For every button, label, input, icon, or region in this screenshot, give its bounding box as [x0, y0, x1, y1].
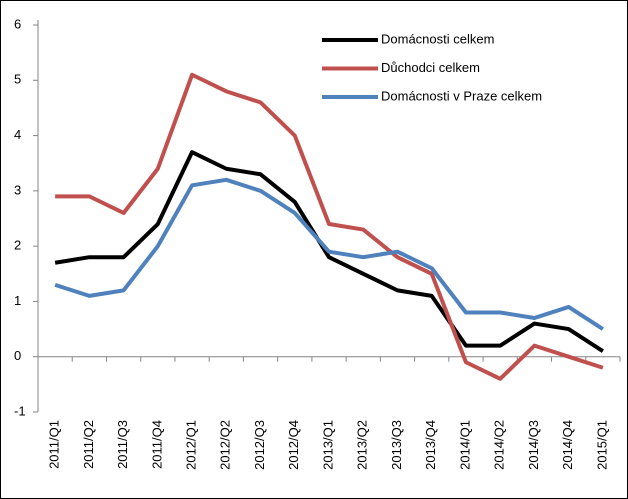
x-tick-label: 2013/Q2 — [355, 420, 370, 470]
x-tick-label: 2012/Q4 — [286, 420, 301, 470]
x-tick-label: 2013/Q4 — [423, 420, 438, 470]
x-tick-label: 2014/Q1 — [457, 420, 472, 470]
x-tick-label: 2013/Q3 — [389, 420, 404, 470]
x-tick-label: 2012/Q3 — [252, 420, 267, 470]
series-line — [54, 150, 604, 353]
x-tick-label: 2011/Q4 — [149, 420, 164, 469]
legend-label: Domácnosti celkem — [381, 31, 494, 46]
x-tick-label: 2011/Q1 — [47, 420, 62, 469]
x-tick-label: 2015/Q1 — [594, 420, 609, 470]
series-line — [54, 177, 604, 331]
x-tick-label: 2013/Q1 — [320, 420, 335, 470]
y-tick-label: 2 — [14, 238, 21, 253]
x-tick-label: 2014/Q4 — [560, 420, 575, 470]
legend-label: Důchodci celkem — [381, 60, 480, 75]
y-tick-label: 3 — [14, 182, 21, 197]
x-tick-label: 2011/Q2 — [81, 420, 96, 469]
x-tick-label: 2012/Q2 — [218, 420, 233, 470]
y-tick-label: 1 — [14, 293, 21, 308]
y-tick-label: 6 — [14, 16, 21, 31]
x-tick-label: 2012/Q1 — [183, 420, 198, 470]
series-line — [55, 72, 604, 381]
x-tick-label: 2014/Q3 — [526, 420, 541, 470]
x-tick-label: 2014/Q2 — [492, 420, 507, 470]
x-tick-label: 2011/Q3 — [115, 420, 130, 469]
y-tick-label: -1 — [14, 403, 26, 418]
y-tick-label: 5 — [14, 72, 21, 87]
legend-label: Domácnosti v Praze celkem — [381, 88, 542, 103]
y-tick-label: 4 — [14, 127, 21, 142]
y-tick-label: 0 — [14, 348, 21, 363]
